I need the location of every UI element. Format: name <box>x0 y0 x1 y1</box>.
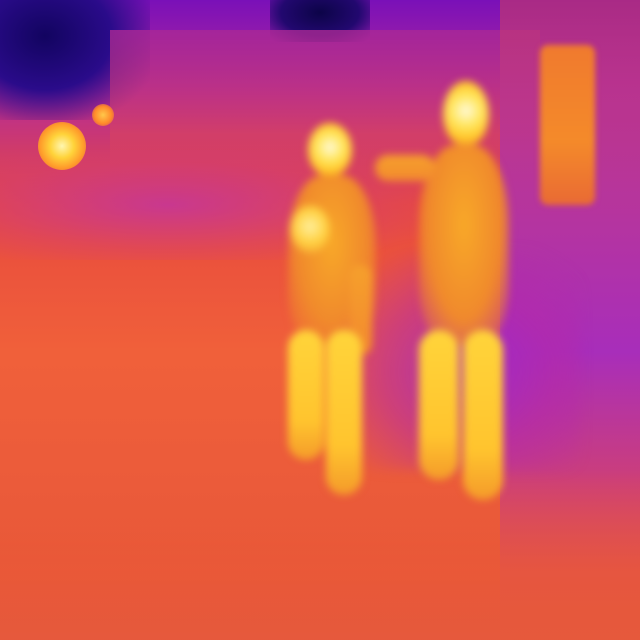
person-left-leg-2 <box>326 330 362 495</box>
person-right-torso <box>419 145 509 345</box>
person-right-arm <box>375 155 435 181</box>
person-right-leg-2 <box>463 330 503 500</box>
ground-foreground <box>0 470 640 640</box>
person-right-head <box>443 81 489 147</box>
person-left <box>270 115 390 505</box>
warm-light-source <box>38 122 86 170</box>
person-left-leg-1 <box>288 330 324 460</box>
person-left-head <box>308 123 352 177</box>
person-left-arm <box>350 265 372 355</box>
person-right-leg-1 <box>419 330 459 480</box>
small-light-source <box>92 104 114 126</box>
warm-doorway <box>540 45 595 205</box>
person-right <box>375 75 520 505</box>
child-held <box>290 205 330 253</box>
